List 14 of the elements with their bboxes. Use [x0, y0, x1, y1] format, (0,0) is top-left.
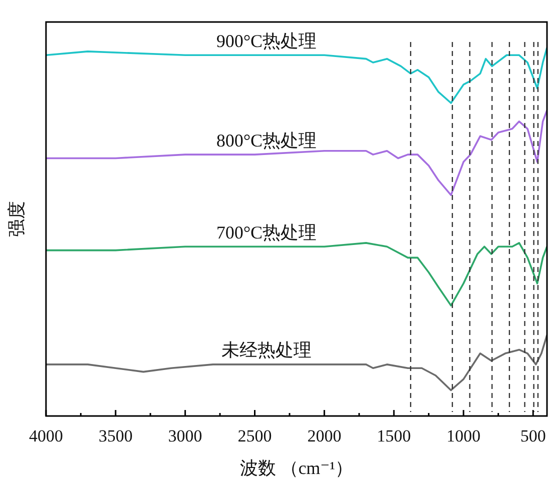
x-tick-label: 3000: [168, 426, 202, 446]
x-tick-label: 1000: [446, 426, 480, 446]
x-tick-label: 1500: [376, 426, 411, 446]
series-label: 700°C热处理: [216, 222, 317, 242]
y-axis-title: 强度: [6, 201, 27, 237]
x-tick-label: 3500: [98, 426, 133, 446]
x-tick-label: 2000: [307, 426, 342, 446]
series-label: 900°C热处理: [216, 30, 317, 51]
x-tick-label: 2500: [238, 426, 272, 446]
series-label: 800°C热处理: [216, 130, 317, 150]
x-axis-title: 波数 （cm⁻¹）: [240, 458, 354, 478]
series-label: 未经热处理: [221, 340, 312, 360]
x-tick-label: 500: [520, 426, 546, 446]
x-tick-label: 4000: [29, 426, 63, 446]
